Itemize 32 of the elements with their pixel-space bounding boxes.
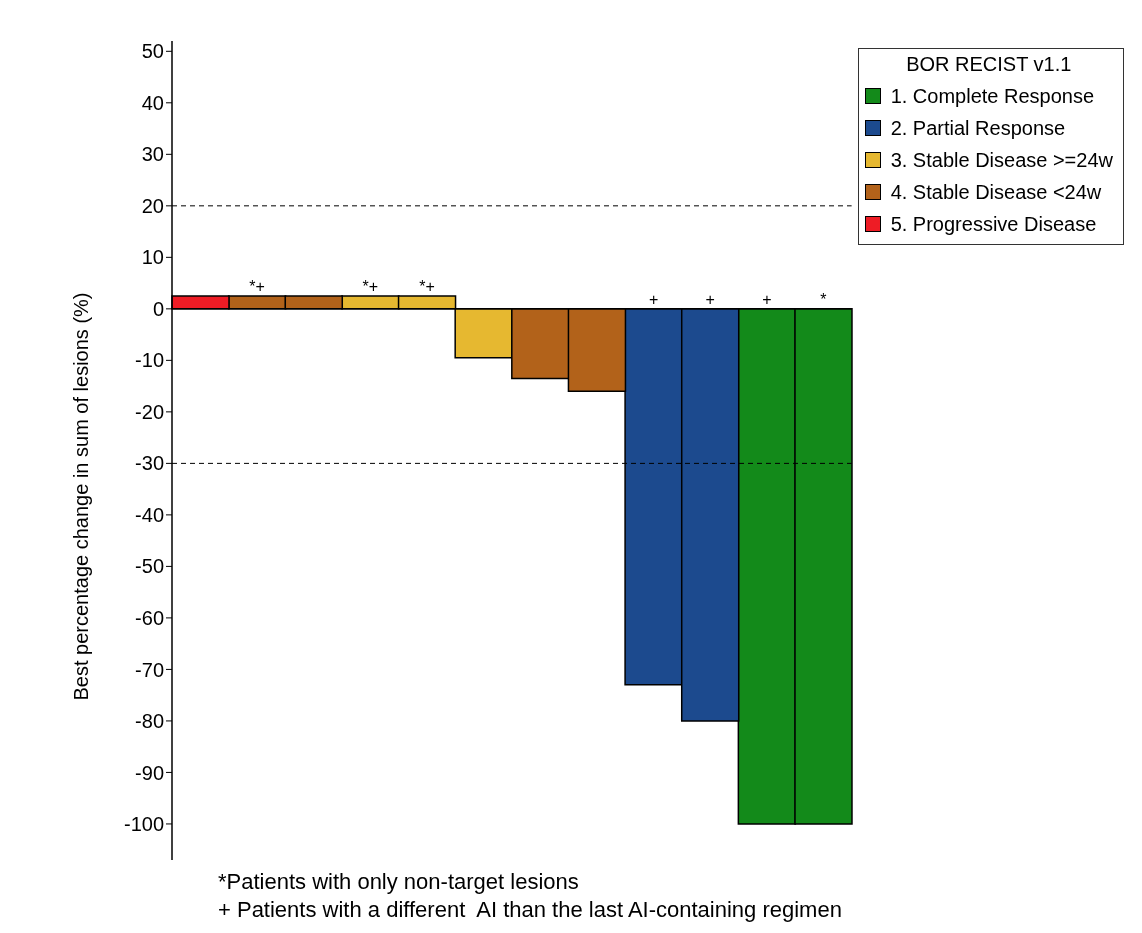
data-label: + (648, 290, 659, 308)
y-tick-label: 0 (152, 297, 164, 320)
y-tick-label: -20 (135, 400, 164, 423)
legend-label: 5. Progressive Disease (890, 212, 1097, 236)
data-label: + (762, 290, 772, 308)
y-tick-label: 40 (141, 91, 164, 114)
y-tick-label: -10 (135, 349, 164, 372)
text: + Patients with a different AI than the last AI-containing regimen (218, 896, 843, 924)
y-tick-label: 50 (141, 40, 164, 63)
y-tick-label: -90 (135, 761, 164, 784)
text: *Patients with only non-target lesions (218, 868, 580, 896)
y-tick-label: -50 (135, 555, 164, 578)
legend-title: BOR RECIST v1.1 (905, 53, 1073, 76)
y-tick-label: 10 (141, 246, 164, 269)
y-tick-label: -70 (135, 658, 164, 681)
data-label: *+ (249, 277, 265, 295)
data-label: + (705, 290, 715, 308)
y-tick-label: -60 (135, 607, 164, 630)
y-tick-label: -100 (123, 813, 164, 836)
y-tick-label: -30 (135, 452, 164, 475)
y-tick-label: 30 (141, 143, 164, 166)
data-label: *+ (362, 277, 379, 295)
data-label: *+ (419, 277, 435, 295)
y-axis-title: Best percentage change in sum of lesions (%) (70, 292, 93, 701)
legend-label: 4. Stable Disease <24w (890, 180, 1102, 204)
y-tick-label: -80 (135, 710, 164, 733)
legend-label: 3. Stable Disease >=24w (890, 148, 1113, 172)
legend-label: 1. Complete Response (890, 84, 1095, 108)
legend-label: 2. Partial Response (890, 116, 1066, 140)
y-tick-label: 20 (141, 194, 164, 217)
data-label: * (820, 290, 827, 308)
y-tick-label: -40 (135, 503, 164, 526)
